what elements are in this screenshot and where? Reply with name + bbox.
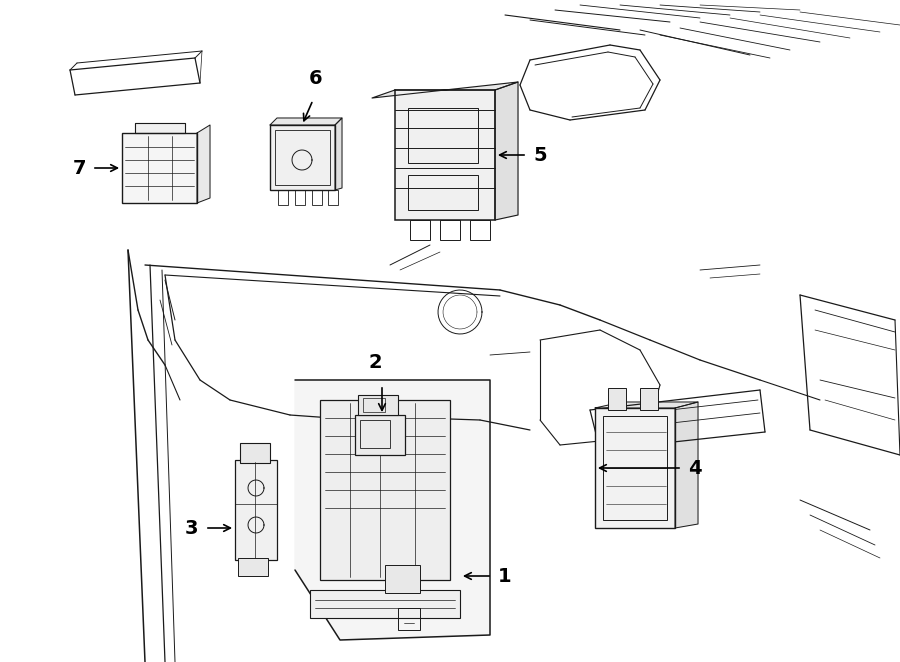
Bar [410, 220, 430, 240]
Bar [640, 388, 658, 410]
Bar [310, 590, 460, 618]
Text: 6: 6 [310, 69, 323, 88]
Bar [408, 108, 478, 163]
Bar [278, 190, 288, 205]
Bar [470, 220, 490, 240]
Polygon shape [495, 82, 518, 220]
Bar [320, 400, 450, 580]
Bar [358, 395, 398, 415]
Bar [328, 190, 338, 205]
Bar [608, 388, 626, 410]
Text: 1: 1 [498, 567, 511, 585]
Bar [398, 608, 420, 630]
Bar [295, 190, 305, 205]
Bar [360, 420, 390, 448]
Bar [240, 443, 270, 463]
Polygon shape [675, 402, 698, 528]
Polygon shape [135, 123, 185, 133]
Polygon shape [295, 380, 490, 640]
Bar [440, 220, 460, 240]
Polygon shape [197, 125, 210, 203]
Text: 5: 5 [533, 146, 546, 164]
Bar [355, 415, 405, 455]
Bar [122, 133, 197, 203]
Polygon shape [372, 82, 518, 98]
Bar [363, 398, 385, 412]
Bar [312, 190, 322, 205]
Text: 2: 2 [368, 353, 382, 372]
Text: 7: 7 [73, 158, 86, 177]
Bar [395, 90, 495, 220]
Text: 4: 4 [688, 459, 702, 477]
Text: 3: 3 [184, 518, 198, 538]
Polygon shape [270, 118, 342, 125]
Bar [270, 125, 335, 190]
Bar [235, 460, 277, 560]
Bar [385, 565, 420, 593]
Bar [275, 130, 330, 185]
Bar [238, 558, 268, 576]
Bar [408, 175, 478, 210]
Bar [595, 408, 675, 528]
Polygon shape [595, 402, 698, 408]
Polygon shape [335, 118, 342, 190]
Bar [603, 416, 667, 520]
